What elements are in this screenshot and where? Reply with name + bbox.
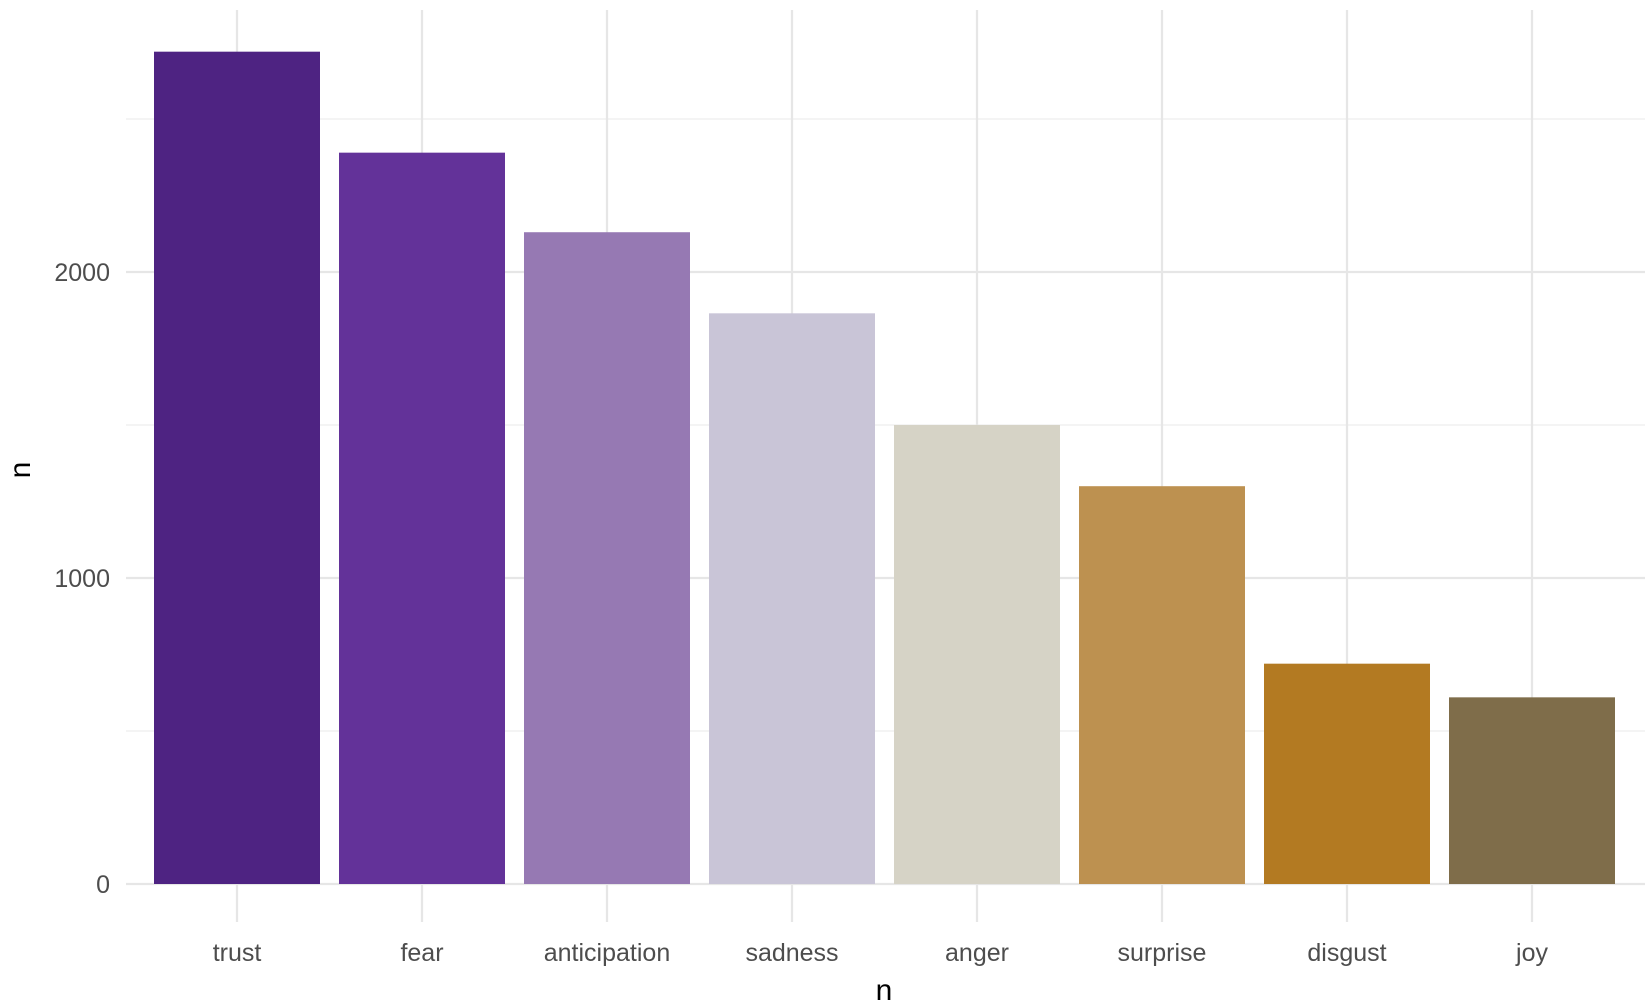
tick-labels-layer: trust fear anticipation sadness anger surpris… <box>54 259 1548 967</box>
y-tick-label: 2000 <box>54 259 110 287</box>
bars-layer <box>154 51 1615 885</box>
x-tick-label: sadness <box>745 939 838 967</box>
bar-fear <box>339 152 505 884</box>
bar-sadness <box>709 313 875 884</box>
y-tick-label: 0 <box>96 871 110 899</box>
bar-anticipation <box>524 232 690 885</box>
bar-joy <box>1449 697 1615 884</box>
y-tick-label: 1000 <box>54 565 110 593</box>
x-tick-label: joy <box>1515 939 1548 967</box>
x-tick-label: anticipation <box>544 939 670 967</box>
x-tick-label: anger <box>945 939 1009 967</box>
bar-trust <box>154 51 320 885</box>
bar-disgust <box>1264 663 1430 884</box>
x-tick-label: fear <box>400 939 443 967</box>
x-tick-label: trust <box>213 939 262 967</box>
x-tick-label: disgust <box>1307 939 1386 967</box>
bar-anger <box>894 425 1060 884</box>
bar-surprise <box>1079 486 1245 884</box>
y-axis-title: n <box>4 462 37 479</box>
x-tick-label: surprise <box>1118 939 1207 967</box>
x-axis-title: n <box>876 974 893 1006</box>
